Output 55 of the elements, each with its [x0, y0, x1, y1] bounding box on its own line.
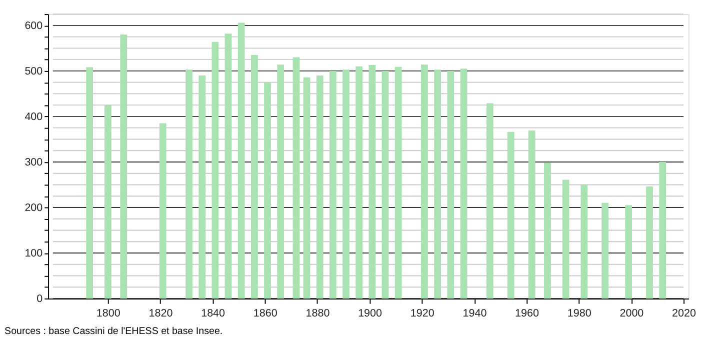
bar [120, 34, 128, 298]
bar [159, 123, 166, 298]
bar [342, 70, 350, 298]
bar [602, 202, 608, 298]
bar [292, 57, 300, 298]
x-tick-label: 1860 [253, 308, 278, 320]
bar [329, 70, 336, 298]
x-tick-label: 2000 [620, 308, 644, 320]
bar [625, 205, 632, 298]
y-tick-label: 200 [24, 202, 43, 214]
y-tick-label: 500 [24, 65, 43, 78]
y-tick-label: 400 [24, 110, 43, 123]
bar [104, 105, 112, 298]
y-tick-label: 0 [36, 292, 43, 305]
source-note: Sources : base Cassini de l'EHESS et base Insee. [4, 326, 223, 337]
bar [198, 75, 206, 298]
bar [460, 68, 468, 298]
bar [264, 82, 271, 298]
x-tick-label: 1800 [96, 308, 120, 320]
x-tick-label: 1840 [201, 308, 226, 320]
y-tick-label: 100 [24, 247, 43, 260]
bar [434, 70, 442, 298]
bar [368, 65, 376, 298]
bar [544, 162, 551, 298]
bar [507, 132, 514, 298]
x-tick-label: 1940 [462, 308, 487, 320]
bar [646, 186, 653, 298]
x-tick-label: 1960 [515, 308, 540, 320]
bar [303, 77, 310, 298]
bar [659, 162, 666, 298]
y-tick-label: 600 [24, 20, 43, 32]
bar [486, 103, 494, 298]
bar [580, 184, 588, 298]
bar [421, 64, 428, 298]
x-tick-label: 1980 [567, 308, 592, 320]
bar [394, 66, 402, 298]
x-tick-label: 1920 [410, 308, 434, 320]
x-tick-label: 1820 [148, 308, 173, 320]
bar [447, 70, 454, 298]
x-tick-label: 1880 [306, 308, 330, 320]
x-tick-label: 1900 [358, 308, 382, 320]
bar [382, 70, 389, 298]
bar [224, 34, 232, 298]
bar [562, 180, 570, 298]
bar [250, 55, 258, 298]
bar [238, 22, 245, 298]
bar [356, 66, 363, 298]
bar [316, 75, 324, 298]
bar [212, 42, 219, 298]
bar [277, 64, 284, 298]
bar [186, 70, 192, 298]
x-tick-label: 2020 [672, 308, 696, 320]
bar [86, 67, 94, 298]
bar [528, 130, 536, 298]
y-tick-label: 300 [24, 156, 43, 168]
